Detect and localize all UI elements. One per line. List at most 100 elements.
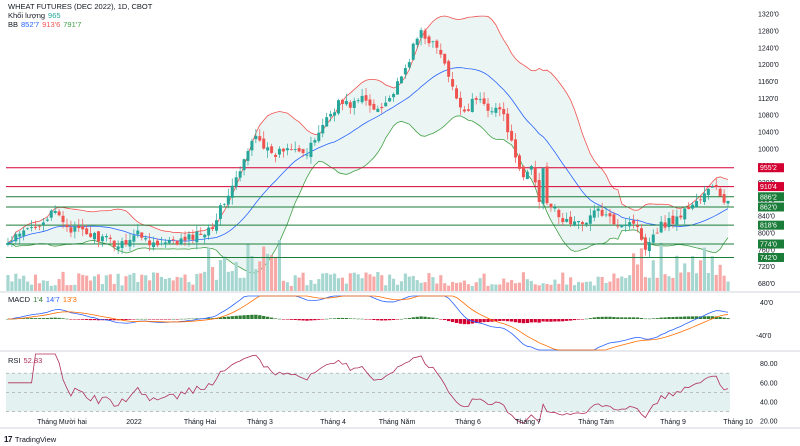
volume-bar <box>600 276 604 291</box>
candle-body <box>226 195 230 205</box>
candle-body <box>171 239 175 241</box>
candle-body <box>356 100 360 102</box>
macd-histogram-bar <box>545 319 549 322</box>
volume-bar <box>454 283 459 291</box>
macd-histogram-bar <box>588 318 592 319</box>
macd-histogram-bar <box>423 316 427 319</box>
macd-histogram-bar <box>179 318 183 320</box>
volume-bar <box>451 281 455 291</box>
macd-histogram-bar <box>647 318 652 320</box>
volume-bar <box>124 276 128 291</box>
footer[interactable]: 17 TradingView <box>4 435 56 444</box>
macd-histogram-bar <box>108 319 112 321</box>
macd-histogram-bar <box>694 316 699 319</box>
candle-body <box>155 240 159 246</box>
macd-histogram-bar <box>435 318 439 319</box>
time-axis[interactable]: Tháng Mười hai 2022 Tháng Hai Tháng 3 Tháng … <box>37 419 753 426</box>
macd-histogram-bar <box>120 319 124 321</box>
volume-bar <box>439 275 443 291</box>
candle-body <box>624 225 628 227</box>
volume-bar <box>266 253 270 291</box>
level-tag <box>758 202 784 212</box>
candle-body <box>486 103 490 111</box>
candlesticks <box>6 27 730 258</box>
candle-body <box>132 235 136 242</box>
volume-bar <box>663 274 667 291</box>
price-tick-label: 760'0 <box>758 247 775 254</box>
candle-body <box>691 204 695 209</box>
macd-histogram-bar <box>604 316 608 319</box>
macd-histogram-bar <box>572 319 577 321</box>
candle-body <box>470 98 474 112</box>
volume-bar <box>494 284 498 291</box>
horizontal-levels[interactable] <box>6 167 734 258</box>
candle-body <box>710 186 714 188</box>
time-tick-label: Tháng 4 <box>320 419 346 426</box>
volume-bar <box>344 283 348 291</box>
bb-legend: BB 852'7 913'6 791'7 <box>8 20 152 29</box>
candle-body <box>545 166 549 204</box>
candle-body <box>167 240 171 244</box>
candle-body <box>533 167 537 183</box>
volume-bar <box>513 283 518 291</box>
macd-histogram-bar <box>675 316 679 319</box>
volume-bar <box>647 277 651 291</box>
macd-histogram-bar <box>147 319 152 320</box>
volume-bar <box>462 280 466 291</box>
volume-bar <box>258 261 262 291</box>
candle-body <box>549 203 553 208</box>
candle-body <box>73 226 77 232</box>
volume-bar <box>698 260 703 291</box>
level-tag-label: 910'4 <box>760 184 777 191</box>
volume-bar <box>722 275 726 291</box>
macd-histogram-bar <box>360 318 364 320</box>
candle-body <box>93 232 97 240</box>
volume-bar <box>159 276 163 291</box>
macd-histogram-bar <box>242 315 246 319</box>
candle-body <box>714 184 718 187</box>
macd-tick-label: 40'0 <box>760 300 773 307</box>
volume-bar <box>305 285 309 291</box>
bb-middle-line <box>7 67 729 244</box>
candle-body <box>529 166 533 170</box>
candle-body <box>96 231 100 242</box>
candle-body <box>592 210 596 218</box>
candle-body <box>577 221 581 223</box>
candle-body <box>108 237 112 240</box>
volume-bar <box>443 283 447 291</box>
level-tag <box>758 220 784 230</box>
level-tag <box>758 182 784 192</box>
volume-bar <box>277 240 282 291</box>
macd-histogram-bar <box>77 319 81 320</box>
candle-body <box>218 205 222 219</box>
volume-bar <box>506 282 510 291</box>
price-tick-label: 1280'0 <box>758 29 779 36</box>
volume-bar <box>537 285 541 291</box>
candle-body <box>140 232 144 238</box>
brand-name: TradingView <box>14 435 57 444</box>
time-tick-label: 2022 <box>126 419 142 426</box>
volume-bar <box>411 275 415 291</box>
macd-histogram-bar <box>159 319 164 320</box>
macd-value: 14'7 <box>45 295 60 304</box>
volume-bar <box>112 283 116 291</box>
volume-bar <box>301 272 305 291</box>
macd-histogram-bar <box>230 316 234 319</box>
price-axis[interactable]: 1320'0 1280'0 1240'0 1200'0 1160'0 1120'0 1080… <box>756 12 784 426</box>
macd-histogram-bar <box>482 319 486 323</box>
candle-body <box>360 95 364 103</box>
macd-histogram-bar <box>258 315 262 319</box>
candle-body <box>230 185 234 198</box>
volume-bar <box>207 248 211 291</box>
volume-bar <box>317 279 321 291</box>
candle-body <box>183 236 187 241</box>
macd-histogram-bar <box>384 319 388 321</box>
macd-histogram-bar <box>301 319 305 321</box>
bb-upper-line <box>7 15 729 244</box>
candle-body <box>41 222 45 225</box>
time-tick-label: Tháng 3 <box>247 419 273 426</box>
macd-histogram-bar <box>474 319 478 324</box>
macd-histogram-bar <box>171 318 175 320</box>
volume-bar <box>576 281 581 291</box>
